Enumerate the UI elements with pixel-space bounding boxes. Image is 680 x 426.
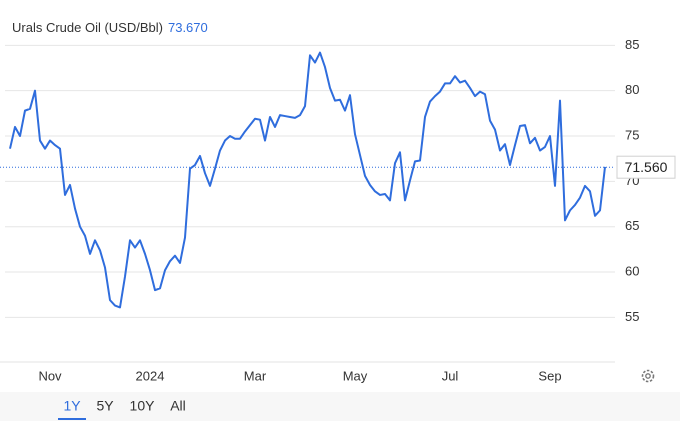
- title-text: Urals Crude Oil (USD/Bbl): [12, 20, 163, 35]
- x-tick-label: Mar: [244, 368, 267, 383]
- x-tick-label: Sep: [538, 368, 561, 383]
- last-price-label: 71.560: [625, 159, 668, 175]
- x-tick-label: 2024: [136, 368, 165, 383]
- headline-value: 73.670: [168, 20, 208, 35]
- x-tick-label: May: [343, 368, 368, 383]
- gear-outer: [641, 369, 655, 383]
- range-button[interactable]: 1Y: [63, 398, 81, 414]
- y-tick-label: 55: [625, 309, 639, 324]
- range-button[interactable]: 10Y: [130, 398, 156, 414]
- y-tick-label: 65: [625, 218, 639, 233]
- range-button[interactable]: 5Y: [96, 398, 114, 414]
- range-button[interactable]: All: [170, 398, 186, 414]
- settings-icon[interactable]: [641, 369, 655, 383]
- x-tick-label: Jul: [442, 368, 459, 383]
- range-bar: [0, 392, 680, 421]
- gear-inner: [645, 373, 651, 379]
- y-tick-label: 80: [625, 82, 639, 97]
- last-price-box: [616, 155, 676, 179]
- x-tick-label: Nov: [38, 368, 62, 383]
- y-tick-label: 85: [625, 37, 639, 52]
- y-tick-label: 60: [625, 263, 639, 278]
- y-tick-label: 75: [625, 127, 639, 142]
- price-line: [9, 51, 606, 309]
- chart-title: Urals Crude Oil (USD/Bbl) 73.670: [12, 20, 208, 35]
